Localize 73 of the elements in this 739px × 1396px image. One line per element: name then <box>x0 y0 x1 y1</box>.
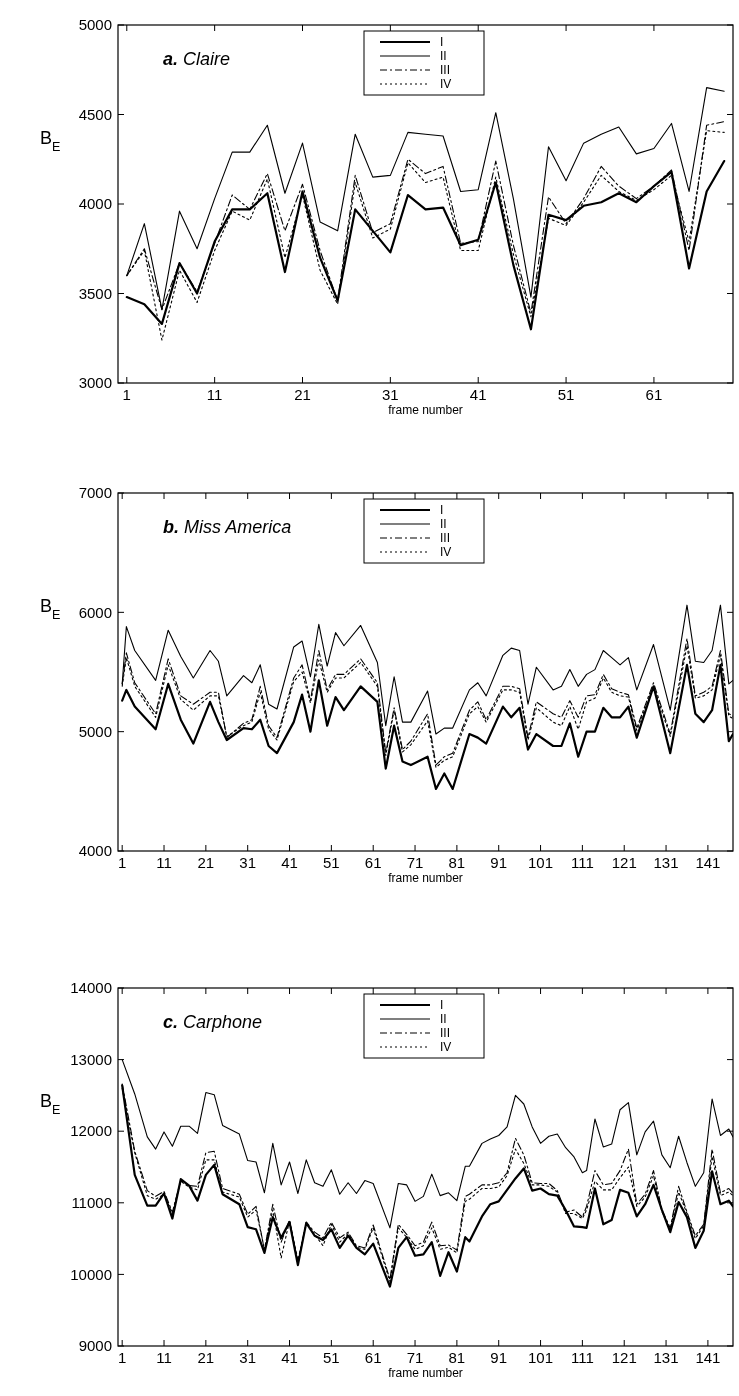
x-tick-label: 131 <box>653 1349 679 1366</box>
y-tick-label: 4500 <box>78 105 112 123</box>
x-tick-label: 61 <box>364 854 382 871</box>
x-tick-label: 41 <box>281 854 298 871</box>
legend-label: III <box>440 531 451 546</box>
x-tick-label: 21 <box>294 386 311 403</box>
y-tick-label: 12000 <box>70 1122 112 1140</box>
text: a. Claire <box>163 49 231 69</box>
legend-label: III <box>440 63 451 78</box>
x-tick-label: 101 <box>528 854 554 871</box>
text: b. Miss America <box>163 517 292 537</box>
x-axis-title: frame number <box>388 871 463 885</box>
legend-label: II <box>440 1012 447 1027</box>
y-axis-title: B$_{E}$ <box>40 128 61 154</box>
y-tick-label: 3000 <box>78 374 112 392</box>
x-tick-label: 21 <box>197 1349 215 1366</box>
x-tick-label: 141 <box>695 854 721 871</box>
legend-label: I <box>440 503 444 518</box>
x-tick-label: 101 <box>528 1349 554 1366</box>
legend-label: I <box>440 35 444 50</box>
y-tick-label: 4000 <box>78 842 112 860</box>
y-tick-label: 13000 <box>70 1050 112 1068</box>
legend-label: III <box>440 1026 451 1041</box>
x-tick-label: 121 <box>611 854 637 871</box>
legend-label: IV <box>440 1040 452 1055</box>
text: c. Carphone <box>163 1012 263 1032</box>
x-tick-label: 51 <box>557 386 575 403</box>
x-tick-label: 1 <box>118 854 127 871</box>
legend-label: IV <box>440 545 452 560</box>
y-tick-label: 11000 <box>71 1194 112 1212</box>
legend-label: I <box>440 998 444 1013</box>
y-tick-label: 6000 <box>78 603 112 621</box>
x-tick-label: 1 <box>118 1349 127 1366</box>
legend-label: IV <box>440 77 452 92</box>
x-tick-label: 51 <box>323 854 340 871</box>
x-tick-label: 21 <box>197 854 215 871</box>
x-tick-label: 121 <box>611 1349 637 1366</box>
x-tick-label: 111 <box>570 854 594 871</box>
x-tick-label: 11 <box>156 854 172 871</box>
y-tick-label: 14000 <box>70 979 112 997</box>
y-tick-label: 5000 <box>78 722 112 740</box>
legend-label: II <box>440 49 447 64</box>
x-tick-label: 131 <box>653 854 679 871</box>
x-tick-label: 41 <box>469 386 487 403</box>
x-tick-label: 81 <box>448 854 466 871</box>
x-tick-label: 31 <box>239 1349 257 1366</box>
y-tick-label: 5000 <box>78 16 112 34</box>
x-tick-label: 141 <box>695 1349 721 1366</box>
legend-label: II <box>440 517 447 532</box>
y-tick-label: 7000 <box>78 484 112 502</box>
x-tick-label: 81 <box>448 1349 466 1366</box>
y-tick-label: 9000 <box>78 1337 112 1355</box>
x-tick-label: 91 <box>490 1349 508 1366</box>
x-tick-label: 31 <box>382 386 399 403</box>
y-tick-label: 4000 <box>78 195 112 213</box>
x-tick-label: 11 <box>206 386 223 403</box>
x-tick-label: 31 <box>239 854 257 871</box>
x-tick-label: 61 <box>645 386 663 403</box>
y-tick-label: 3500 <box>78 284 112 302</box>
y-axis-title: B$_{E}$ <box>40 1091 61 1117</box>
x-tick-label: 51 <box>323 1349 340 1366</box>
x-tick-label: 71 <box>406 854 424 871</box>
x-tick-label: 91 <box>490 854 508 871</box>
x-axis-title: frame number <box>388 403 463 417</box>
y-tick-label: 10000 <box>70 1265 112 1283</box>
x-tick-label: 111 <box>570 1349 594 1366</box>
x-tick-label: 11 <box>156 1349 172 1366</box>
x-axis-title: frame number <box>388 1366 463 1380</box>
x-tick-label: 41 <box>281 1349 298 1366</box>
x-tick-label: 61 <box>364 1349 382 1366</box>
x-tick-label: 1 <box>122 386 131 403</box>
x-tick-label: 71 <box>406 1349 424 1366</box>
y-axis-title: B$_{E}$ <box>40 596 61 622</box>
